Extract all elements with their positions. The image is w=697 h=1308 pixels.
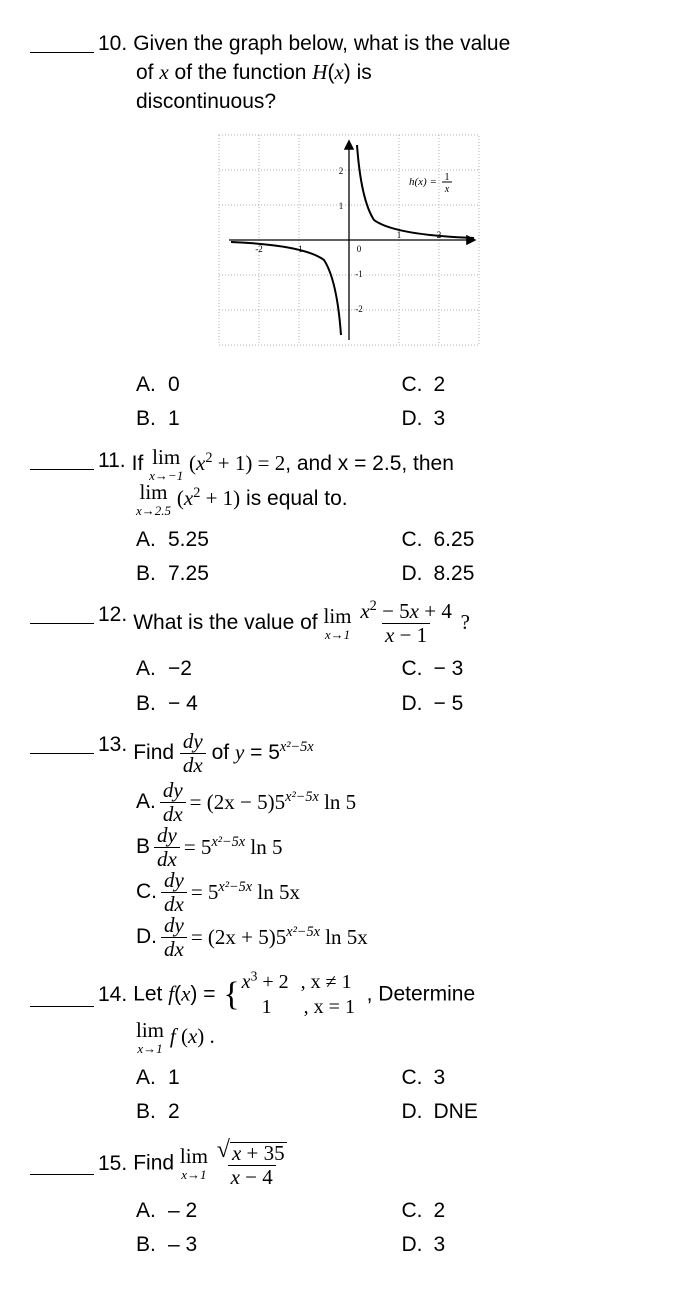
choice-B[interactable]: B.2 <box>136 1095 402 1129</box>
q-stem: Let f(x) = { x3 + 2, x ≠ 1 1, x = 1 , De… <box>133 970 667 1020</box>
q10-choices: A.0 C.2 B.1 D.3 <box>136 368 667 437</box>
svg-text:h(x) =: h(x) = <box>409 176 437 188</box>
choice-C[interactable]: C.− 3 <box>402 652 668 686</box>
answer-blank[interactable] <box>30 30 94 53</box>
choice-D[interactable]: D.− 5 <box>402 687 668 721</box>
svg-text:-2: -2 <box>355 304 363 314</box>
svg-text:-1: -1 <box>355 269 363 279</box>
choice-C[interactable]: C.6.25 <box>402 523 668 557</box>
line1: Given the graph below, what is the value <box>133 32 510 55</box>
choice-C[interactable]: C.2 <box>402 368 668 402</box>
choice-B[interactable]: B.1 <box>136 402 402 436</box>
q10: 10. Given the graph below, what is the v… <box>30 30 667 58</box>
q15: 15. Find limx→1 √x + 35 x − 4 <box>30 1140 667 1188</box>
q13-A[interactable]: A. dydx = (2x − 5)5x²−5x ln 5 <box>136 780 667 825</box>
choice-D[interactable]: D.3 <box>402 1228 668 1262</box>
q11-choices: A.5.25 C.6.25 B.7.25 D.8.25 <box>136 523 667 592</box>
mid: , and x = 2.5, then <box>285 452 454 475</box>
q10-l2: of x of the function H(x) is <box>136 58 667 87</box>
q14: 14. Let f(x) = { x3 + 2, x ≠ 1 1, x = 1 … <box>30 970 667 1020</box>
q-stem: If limx→−1 (x2 + 1) = 2, and x = 2.5, th… <box>132 447 667 482</box>
hyperbola-graph: -2-1 0 12 12 -1-2 h(x) = 1 x <box>199 130 499 350</box>
svg-text:1: 1 <box>396 230 401 240</box>
q14-choices: A.1 C.3 B.2 D.DNE <box>136 1061 667 1130</box>
answer-blank[interactable] <box>30 447 94 470</box>
choice-D[interactable]: D.3 <box>402 402 668 436</box>
q14-limline: limx→1 f (x) . <box>136 1020 667 1055</box>
svg-text:1: 1 <box>444 172 449 183</box>
q-number: 12. <box>98 601 127 629</box>
q15-choices: A.– 2 C.2 B.– 3 D.3 <box>136 1194 667 1263</box>
q11-line2: limx→2.5 (x2 + 1) is equal to. <box>136 482 667 517</box>
q-stem: Given the graph below, what is the value <box>133 30 667 58</box>
q-number: 10. <box>98 30 127 58</box>
val: 1 <box>168 405 180 433</box>
svg-text:0: 0 <box>356 244 361 254</box>
answer-blank[interactable] <box>30 1152 94 1175</box>
q13-C[interactable]: C. dydx = 5x²−5x ln 5x <box>136 870 667 915</box>
answer-blank[interactable] <box>30 731 94 754</box>
choice-B[interactable]: B.− 4 <box>136 687 402 721</box>
q-number: 14. <box>98 981 127 1009</box>
svg-text:x: x <box>443 184 449 195</box>
q-number: 15. <box>98 1150 127 1178</box>
choice-A[interactable]: A.−2 <box>136 652 402 686</box>
svg-text:2: 2 <box>338 166 343 176</box>
q-stem: Find limx→1 √x + 35 x − 4 <box>133 1140 667 1188</box>
val: 0 <box>168 371 180 399</box>
choice-A[interactable]: A.– 2 <box>136 1194 402 1228</box>
answer-blank[interactable] <box>30 984 94 1007</box>
q-number: 13. <box>98 731 127 759</box>
q-stem: What is the value of limx→1 x2 − 5x + 4x… <box>133 601 667 646</box>
choice-A[interactable]: A.0 <box>136 368 402 402</box>
q-number: 11. <box>98 447 126 475</box>
choice-C[interactable]: C.2 <box>402 1194 668 1228</box>
q13-D[interactable]: D. dydx = (2x + 5)5x²−5x ln 5x <box>136 915 667 960</box>
choice-A[interactable]: A.5.25 <box>136 523 402 557</box>
svg-text:1: 1 <box>338 201 343 211</box>
choice-C[interactable]: C.3 <box>402 1061 668 1095</box>
choice-D[interactable]: D.DNE <box>402 1095 668 1129</box>
val: 2 <box>434 371 446 399</box>
choice-B[interactable]: B.7.25 <box>136 557 402 591</box>
choice-A[interactable]: A.1 <box>136 1061 402 1095</box>
q12-choices: A.−2 C.− 3 B.− 4 D.− 5 <box>136 652 667 721</box>
q10-l3: discontinuous? <box>136 88 667 116</box>
val: 3 <box>434 405 446 433</box>
q13-B[interactable]: B dydx = 5x²−5x ln 5 <box>136 825 667 870</box>
svg-text:-2: -2 <box>255 244 263 254</box>
choice-D[interactable]: D.8.25 <box>402 557 668 591</box>
q11: 11. If limx→−1 (x2 + 1) = 2, and x = 2.5… <box>30 447 667 482</box>
q-stem: Find dydx of y = 5x²−5x <box>133 731 667 776</box>
q13: 13. Find dydx of y = 5x²−5x <box>30 731 667 776</box>
q12: 12. What is the value of limx→1 x2 − 5x … <box>30 601 667 646</box>
choice-B[interactable]: B.– 3 <box>136 1228 402 1262</box>
answer-blank[interactable] <box>30 601 94 624</box>
q10-graph: -2-1 0 12 12 -1-2 h(x) = 1 x <box>30 130 667 350</box>
